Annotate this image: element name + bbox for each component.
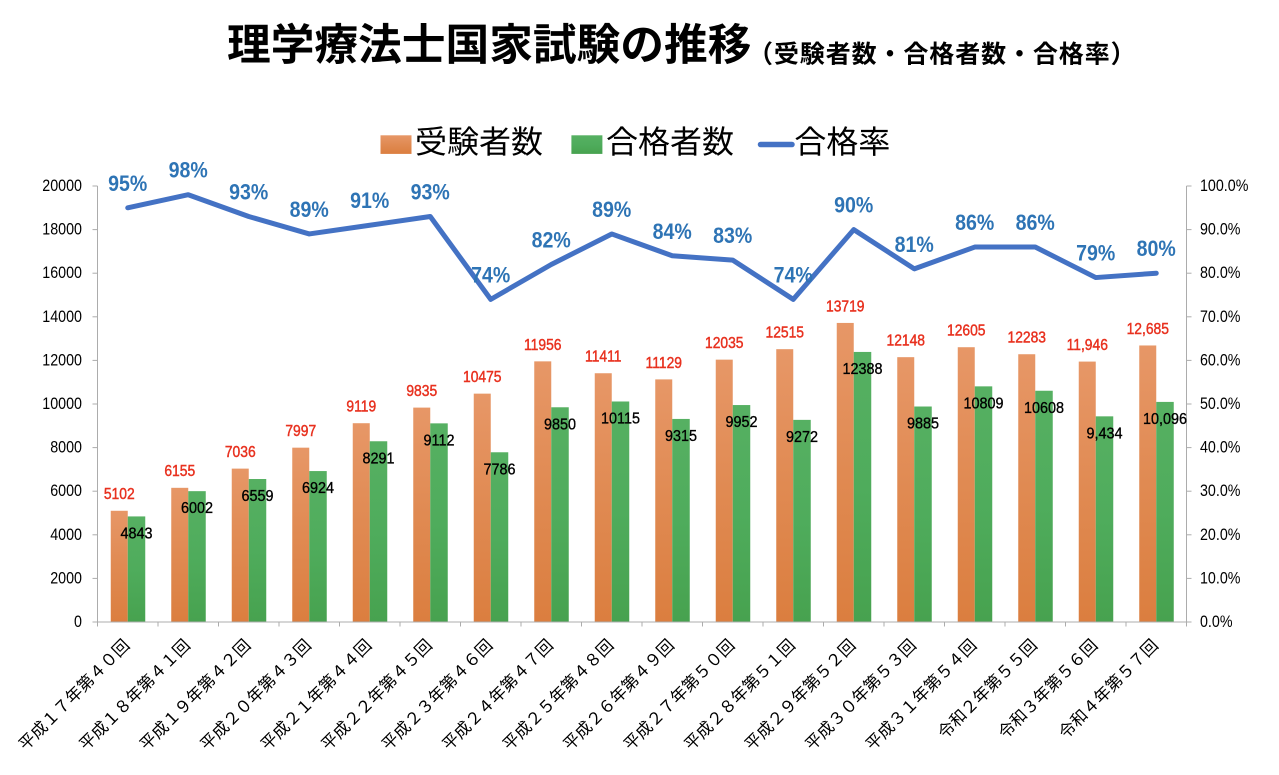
svg-text:93%: 93% [229,180,268,205]
svg-text:80.0%: 80.0% [1200,264,1241,282]
svg-text:2000: 2000 [50,570,82,588]
svg-text:10,096: 10,096 [1143,410,1187,428]
svg-text:12515: 12515 [765,325,804,342]
svg-text:7786: 7786 [483,461,515,479]
svg-text:20000: 20000 [42,177,82,195]
svg-text:12,685: 12,685 [1127,321,1169,338]
svg-text:4843: 4843 [120,525,152,543]
svg-text:7036: 7036 [225,444,256,461]
svg-text:91%: 91% [350,189,389,214]
svg-text:4000: 4000 [50,526,82,544]
svg-text:5102: 5102 [104,487,135,504]
svg-text:12605: 12605 [947,323,986,340]
svg-text:90%: 90% [834,193,873,218]
svg-text:12000: 12000 [42,352,82,370]
svg-text:10809: 10809 [963,395,1003,413]
svg-text:6559: 6559 [241,487,273,505]
svg-text:83%: 83% [713,224,752,249]
svg-text:18000: 18000 [42,221,82,239]
svg-text:93%: 93% [411,180,450,205]
svg-text:90.0%: 90.0% [1200,221,1241,239]
svg-text:14000: 14000 [42,308,82,326]
svg-text:70.0%: 70.0% [1200,308,1241,326]
svg-text:9835: 9835 [406,383,437,400]
svg-text:89%: 89% [592,198,631,223]
svg-text:40.0%: 40.0% [1200,439,1241,457]
svg-text:0: 0 [74,613,82,631]
svg-text:9885: 9885 [907,415,939,433]
svg-text:7997: 7997 [285,423,316,440]
svg-text:89%: 89% [290,198,329,223]
svg-text:6924: 6924 [302,479,335,497]
svg-text:9272: 9272 [786,428,818,446]
svg-text:12388: 12388 [842,360,882,378]
svg-text:100.0%: 100.0% [1200,177,1249,195]
svg-text:86%: 86% [1016,211,1055,236]
svg-text:79%: 79% [1076,241,1115,266]
svg-text:50.0%: 50.0% [1200,395,1241,413]
svg-text:11129: 11129 [646,355,682,372]
svg-text:84%: 84% [653,220,692,245]
svg-text:81%: 81% [895,233,934,258]
svg-text:9119: 9119 [346,399,376,416]
svg-text:10608: 10608 [1024,399,1064,417]
svg-text:8291: 8291 [362,450,394,468]
svg-text:9850: 9850 [544,416,576,434]
svg-text:98%: 98% [169,159,208,184]
svg-text:74%: 74% [774,263,813,288]
svg-text:60.0%: 60.0% [1200,352,1241,370]
svg-text:10.0%: 10.0% [1200,570,1241,588]
svg-text:11,946: 11,946 [1067,337,1108,354]
svg-text:13719: 13719 [826,299,865,316]
svg-text:6002: 6002 [181,499,213,517]
svg-text:10115: 10115 [601,410,640,428]
svg-text:12035: 12035 [705,335,744,352]
svg-text:6000: 6000 [50,482,82,500]
svg-text:12283: 12283 [1007,330,1046,347]
svg-text:10475: 10475 [463,369,502,386]
svg-text:0.0%: 0.0% [1200,613,1233,631]
svg-text:10000: 10000 [42,395,82,413]
svg-text:30.0%: 30.0% [1200,482,1241,500]
svg-text:11956: 11956 [524,337,561,354]
svg-text:95%: 95% [108,172,147,197]
svg-text:11411: 11411 [585,349,621,366]
svg-text:80%: 80% [1137,237,1176,262]
svg-text:20.0%: 20.0% [1200,526,1241,544]
svg-text:6155: 6155 [164,464,195,481]
svg-text:16000: 16000 [42,264,82,282]
svg-text:12148: 12148 [886,333,925,350]
svg-text:86%: 86% [955,211,994,236]
svg-text:82%: 82% [532,228,571,253]
svg-text:74%: 74% [471,263,510,288]
svg-text:9112: 9112 [424,432,455,450]
svg-text:9315: 9315 [665,427,697,445]
svg-text:9,434: 9,434 [1086,425,1123,443]
svg-text:8000: 8000 [50,439,82,457]
svg-text:9952: 9952 [725,413,757,431]
